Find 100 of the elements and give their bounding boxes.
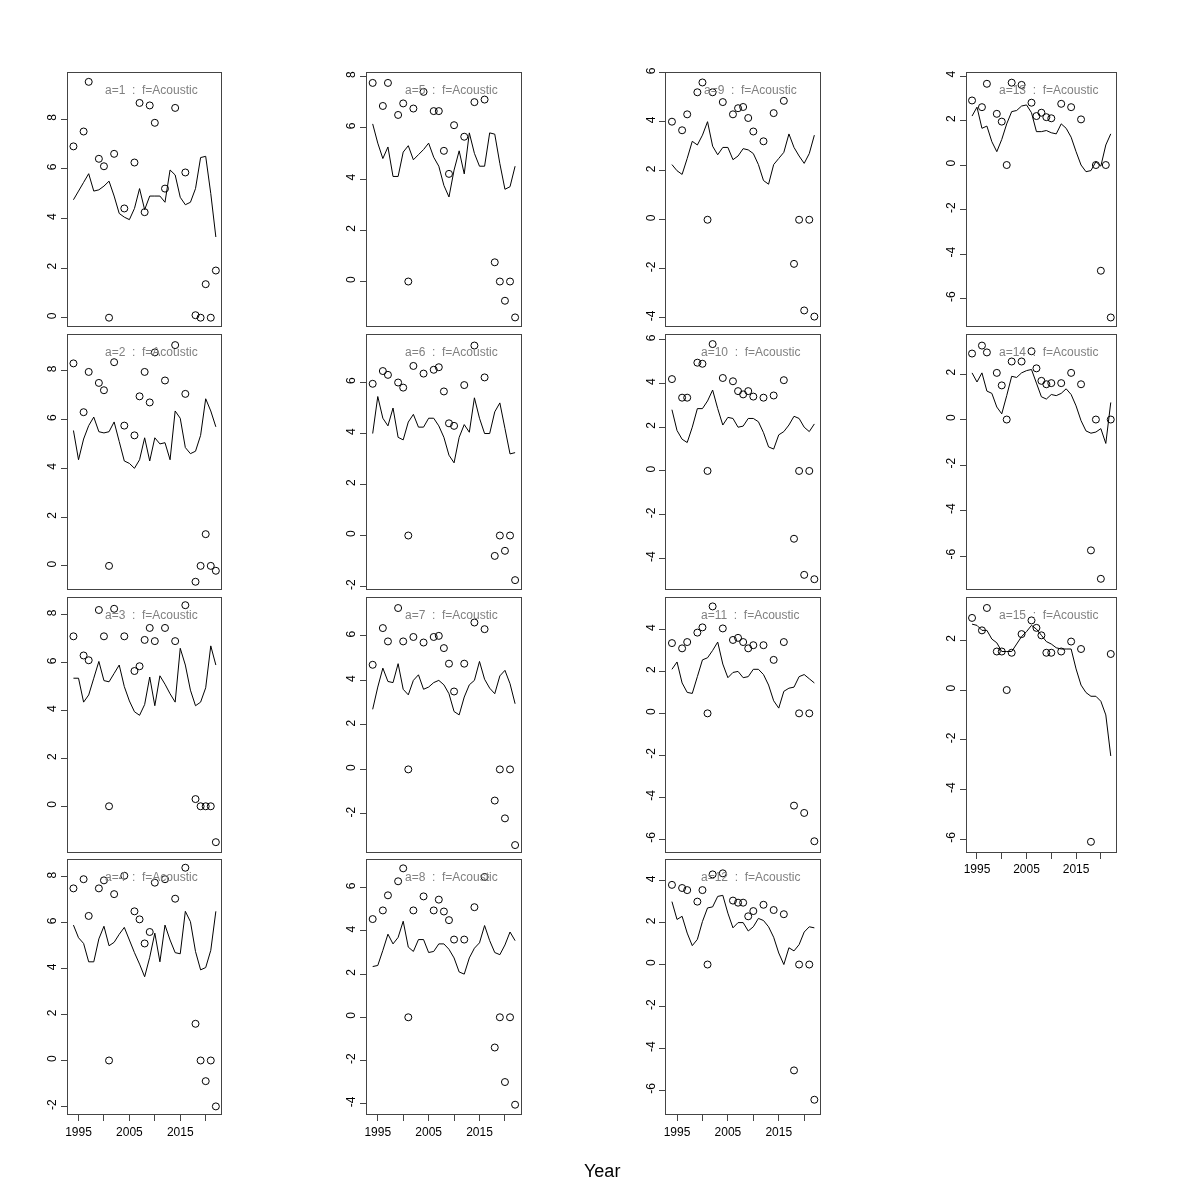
point	[698, 886, 707, 895]
point	[206, 802, 215, 811]
y-tick-label: 4	[344, 674, 359, 682]
point	[500, 814, 509, 823]
text: a=5 : f=Acoustic	[405, 83, 498, 97]
y-tick-label: 6	[344, 882, 359, 890]
point	[201, 280, 210, 289]
point	[135, 98, 144, 107]
point	[211, 838, 220, 847]
point	[1101, 161, 1110, 170]
point	[99, 162, 108, 171]
point	[759, 137, 768, 146]
point	[130, 431, 139, 440]
point	[693, 897, 702, 906]
point	[790, 1066, 799, 1075]
point	[744, 387, 753, 396]
point	[460, 132, 469, 141]
point	[130, 907, 139, 916]
point	[450, 421, 459, 430]
y-tick-label: 6	[344, 377, 359, 385]
point	[105, 802, 114, 811]
point	[378, 906, 387, 915]
point	[140, 367, 149, 376]
y-tick-label: -2	[344, 579, 359, 591]
point	[1067, 368, 1076, 377]
point	[703, 709, 712, 718]
point	[130, 158, 139, 167]
point	[399, 383, 408, 392]
x-tick-label: 1995	[963, 862, 991, 877]
point	[140, 635, 149, 644]
point	[150, 118, 159, 127]
point	[718, 98, 727, 107]
point	[759, 900, 768, 909]
point	[470, 903, 479, 912]
point	[160, 623, 169, 632]
point	[734, 387, 743, 396]
point	[181, 168, 190, 177]
point	[749, 392, 758, 401]
point	[805, 466, 814, 475]
point	[460, 935, 469, 944]
line-series	[671, 121, 815, 185]
point	[800, 808, 809, 817]
line-series	[671, 389, 815, 450]
point	[69, 142, 78, 151]
point	[434, 363, 443, 372]
y-tick-label: -4	[344, 1096, 359, 1108]
point	[145, 928, 154, 936]
point	[94, 378, 103, 387]
point	[429, 107, 438, 116]
point	[79, 408, 88, 417]
point	[795, 960, 804, 969]
y-tick-label: 6	[45, 917, 60, 925]
point	[678, 644, 687, 653]
point	[368, 915, 377, 924]
x-tick-label: 1995	[663, 1124, 691, 1139]
point	[683, 110, 692, 119]
point	[79, 875, 88, 884]
y-tick-label: 2	[45, 511, 60, 519]
point	[470, 98, 479, 107]
point	[99, 632, 108, 641]
point	[450, 935, 459, 944]
point	[800, 570, 809, 579]
point	[1106, 649, 1115, 658]
point	[728, 110, 737, 119]
point	[739, 390, 748, 399]
point	[79, 127, 88, 136]
point	[1047, 114, 1056, 123]
point	[84, 77, 93, 86]
point	[500, 1078, 509, 1087]
point	[135, 662, 144, 671]
point	[1057, 99, 1066, 108]
line-series	[372, 123, 516, 198]
text: a=3 : f=Acoustic	[105, 608, 198, 622]
point	[703, 960, 712, 969]
point	[511, 841, 520, 850]
point	[495, 765, 504, 774]
text: a=10 : f=Acoustic	[701, 345, 801, 359]
point	[805, 215, 814, 224]
point	[810, 837, 819, 846]
y-tick-label: 0	[943, 414, 958, 422]
point	[444, 169, 453, 178]
y-tick-label: -4	[943, 782, 958, 794]
point	[997, 647, 1006, 656]
point	[703, 215, 712, 224]
point	[196, 1056, 205, 1065]
point	[693, 628, 702, 637]
point	[728, 377, 737, 386]
y-tick-label: 8	[344, 71, 359, 79]
point	[495, 531, 504, 540]
y-tick-label: 0	[344, 1011, 359, 1019]
point	[450, 687, 459, 696]
y-tick-label: 4	[643, 116, 658, 124]
point	[1017, 630, 1026, 639]
y-tick-label: 4	[45, 462, 60, 470]
point	[160, 184, 169, 193]
point	[795, 466, 804, 475]
point	[444, 916, 453, 925]
point	[120, 204, 129, 213]
point	[739, 102, 748, 111]
point	[145, 623, 154, 632]
